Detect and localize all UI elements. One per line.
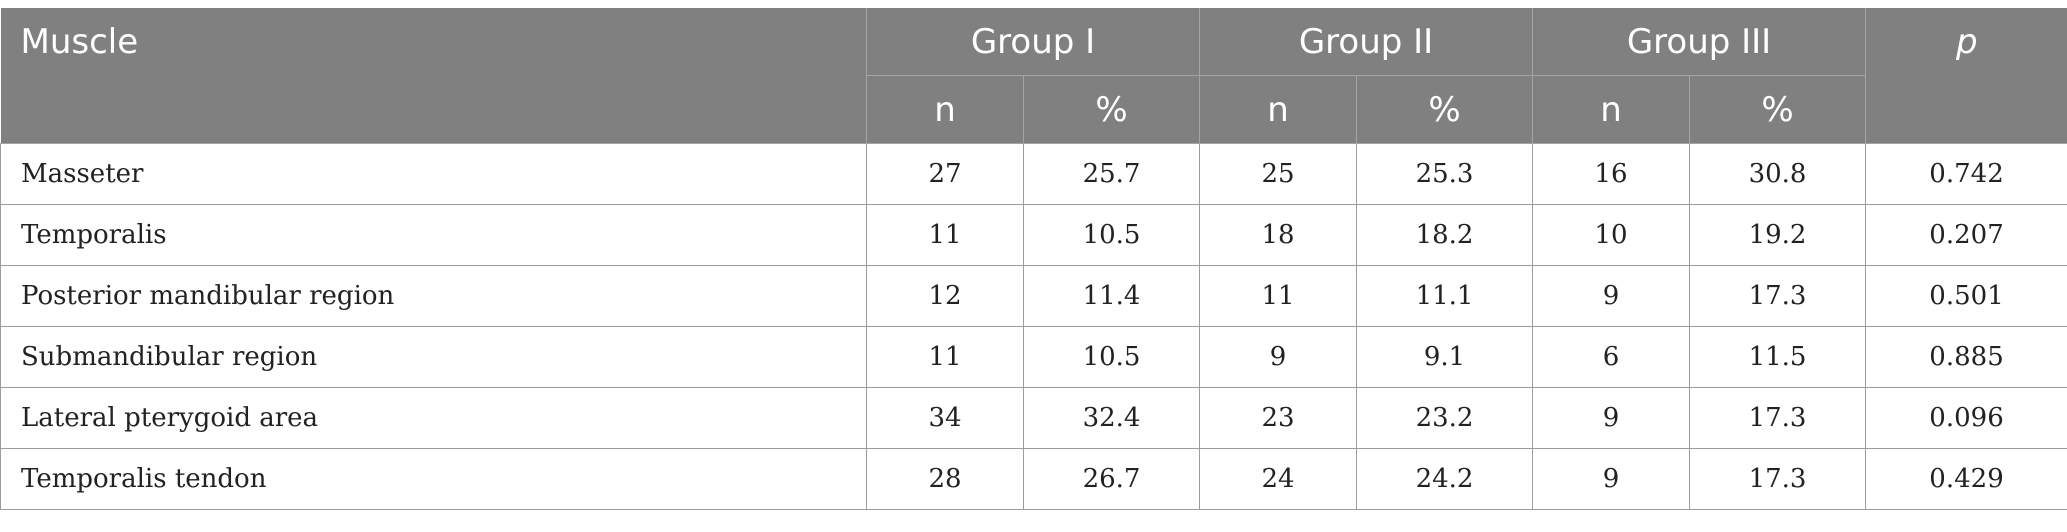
header-row-subcolumns: n % n % n % xyxy=(1,75,2067,144)
group-ii-percent-header: % xyxy=(1356,75,1534,144)
group-i-n-cell: 12 xyxy=(866,265,1024,327)
group-i-percent-cell: 11.4 xyxy=(1023,265,1201,327)
table-row: Masseter 27 25.7 25 25.3 16 30.8 0.742 xyxy=(0,143,2067,205)
group-i-n-header: n xyxy=(866,75,1024,144)
table-row: Lateral pterygoid area 34 32.4 23 23.2 9… xyxy=(0,387,2067,449)
group-iii-percent-cell: 17.3 xyxy=(1689,387,1867,449)
group-i-percent-cell: 25.7 xyxy=(1023,143,1201,205)
p-value-cell: 0.742 xyxy=(1865,143,2067,205)
group-i-percent-header: % xyxy=(1023,75,1201,144)
table-row: Submandibular region 11 10.5 9 9.1 6 11.… xyxy=(0,326,2067,388)
p-value-column-header: p xyxy=(1865,8,2067,144)
group-iii-percent-cell: 19.2 xyxy=(1689,204,1867,266)
group-ii-n-header: n xyxy=(1199,75,1358,144)
p-value-cell: 0.501 xyxy=(1865,265,2067,327)
muscle-table: Muscle Group I Group II Group III p n % … xyxy=(0,8,2067,510)
muscle-name-cell: Posterior mandibular region xyxy=(0,265,867,327)
group-ii-percent-cell: 25.3 xyxy=(1356,143,1534,205)
group-iii-n-cell: 10 xyxy=(1532,204,1691,266)
group-i-percent-cell: 10.5 xyxy=(1023,204,1201,266)
group-ii-header: Group II xyxy=(1199,8,1534,76)
group-iii-percent-cell: 17.3 xyxy=(1689,448,1867,510)
group-ii-percent-cell: 24.2 xyxy=(1356,448,1534,510)
p-value-cell: 0.096 xyxy=(1865,387,2067,449)
p-value-cell: 0.429 xyxy=(1865,448,2067,510)
table-row: Temporalis tendon 28 26.7 24 24.2 9 17.3… xyxy=(0,448,2067,510)
group-ii-percent-cell: 11.1 xyxy=(1356,265,1534,327)
group-ii-n-cell: 23 xyxy=(1199,387,1358,449)
group-ii-percent-cell: 9.1 xyxy=(1356,326,1534,388)
group-ii-n-cell: 9 xyxy=(1199,326,1358,388)
muscle-table-container: Muscle Group I Group II Group III p n % … xyxy=(0,8,2067,510)
table-row: Temporalis 11 10.5 18 18.2 10 19.2 0.207 xyxy=(0,204,2067,266)
group-i-n-cell: 34 xyxy=(866,387,1024,449)
table-row: Posterior mandibular region 12 11.4 11 1… xyxy=(0,265,2067,327)
group-i-n-cell: 11 xyxy=(866,326,1024,388)
group-i-percent-cell: 32.4 xyxy=(1023,387,1201,449)
p-value-cell: 0.885 xyxy=(1865,326,2067,388)
group-iii-header: Group III xyxy=(1532,8,1867,76)
group-i-n-cell: 28 xyxy=(866,448,1024,510)
group-iii-n-header: n xyxy=(1532,75,1691,144)
group-iii-percent-header: % xyxy=(1689,75,1867,144)
group-iii-percent-cell: 11.5 xyxy=(1689,326,1867,388)
muscle-name-cell: Lateral pterygoid area xyxy=(0,387,867,449)
muscle-name-cell: Temporalis tendon xyxy=(0,448,867,510)
group-iii-percent-cell: 17.3 xyxy=(1689,265,1867,327)
group-ii-n-cell: 24 xyxy=(1199,448,1358,510)
p-value-cell: 0.207 xyxy=(1865,204,2067,266)
group-iii-n-cell: 6 xyxy=(1532,326,1691,388)
group-i-percent-cell: 10.5 xyxy=(1023,326,1201,388)
group-iii-n-cell: 16 xyxy=(1532,143,1691,205)
group-i-n-cell: 11 xyxy=(866,204,1024,266)
header-row-groups: Muscle Group I Group II Group III p xyxy=(0,8,2067,144)
group-ii-n-cell: 11 xyxy=(1199,265,1358,327)
table-header: Muscle Group I Group II Group III p n % … xyxy=(0,8,2067,144)
group-ii-percent-cell: 18.2 xyxy=(1356,204,1534,266)
group-iii-percent-cell: 30.8 xyxy=(1689,143,1867,205)
group-ii-n-cell: 18 xyxy=(1199,204,1358,266)
table-body: Masseter 27 25.7 25 25.3 16 30.8 0.742 T… xyxy=(0,143,2067,510)
group-iii-n-cell: 9 xyxy=(1532,387,1691,449)
muscle-name-cell: Temporalis xyxy=(0,204,867,266)
muscle-name-cell: Masseter xyxy=(0,143,867,205)
group-i-header: Group I xyxy=(866,8,1201,76)
muscle-column-header: Muscle xyxy=(0,8,867,144)
muscle-name-cell: Submandibular region xyxy=(0,326,867,388)
group-iii-n-cell: 9 xyxy=(1532,448,1691,510)
group-ii-percent-cell: 23.2 xyxy=(1356,387,1534,449)
group-ii-n-cell: 25 xyxy=(1199,143,1358,205)
group-i-n-cell: 27 xyxy=(866,143,1024,205)
group-i-percent-cell: 26.7 xyxy=(1023,448,1201,510)
group-iii-n-cell: 9 xyxy=(1532,265,1691,327)
